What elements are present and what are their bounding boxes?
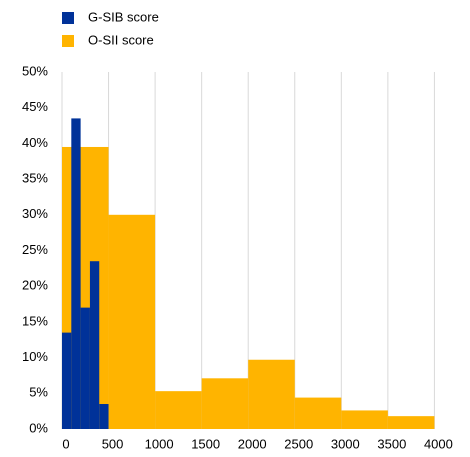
bar [294,397,342,429]
y-tick-label: 20% [22,278,48,293]
y-tick-label: 30% [22,206,48,221]
bar [62,332,72,429]
y-tick-label: 45% [22,99,48,114]
y-tick-label: 5% [29,385,48,400]
bar [248,359,295,429]
x-tick-label: 1500 [191,436,220,451]
legend-label: G-SIB score [88,9,159,24]
bar [387,416,435,429]
y-tick-label: 40% [22,135,48,150]
x-tick-label: 4000 [424,436,453,451]
x-tick-label: 2500 [284,436,313,451]
y-tick-label: 15% [22,313,48,328]
bar [80,307,90,429]
legend-swatch [62,12,74,24]
bar [89,261,100,429]
bar [201,378,249,429]
bar [99,404,109,429]
bar [71,118,81,429]
bar [155,391,202,429]
x-tick-label: 1000 [145,436,174,451]
x-tick-label: 0 [62,436,69,451]
x-tick-label: 500 [102,436,124,451]
y-tick-label: 0% [29,420,48,435]
bar [108,214,156,429]
bar [341,410,388,429]
legend-swatch [62,35,74,47]
y-tick-label: 50% [22,63,48,78]
y-tick-label: 10% [22,349,48,364]
y-tick-label: 25% [22,242,48,257]
y-tick-label: 35% [22,171,48,186]
x-tick-label: 3500 [377,436,406,451]
legend-label: O-SII score [88,32,154,47]
x-tick-label: 2000 [238,436,267,451]
x-tick-label: 3000 [331,436,360,451]
